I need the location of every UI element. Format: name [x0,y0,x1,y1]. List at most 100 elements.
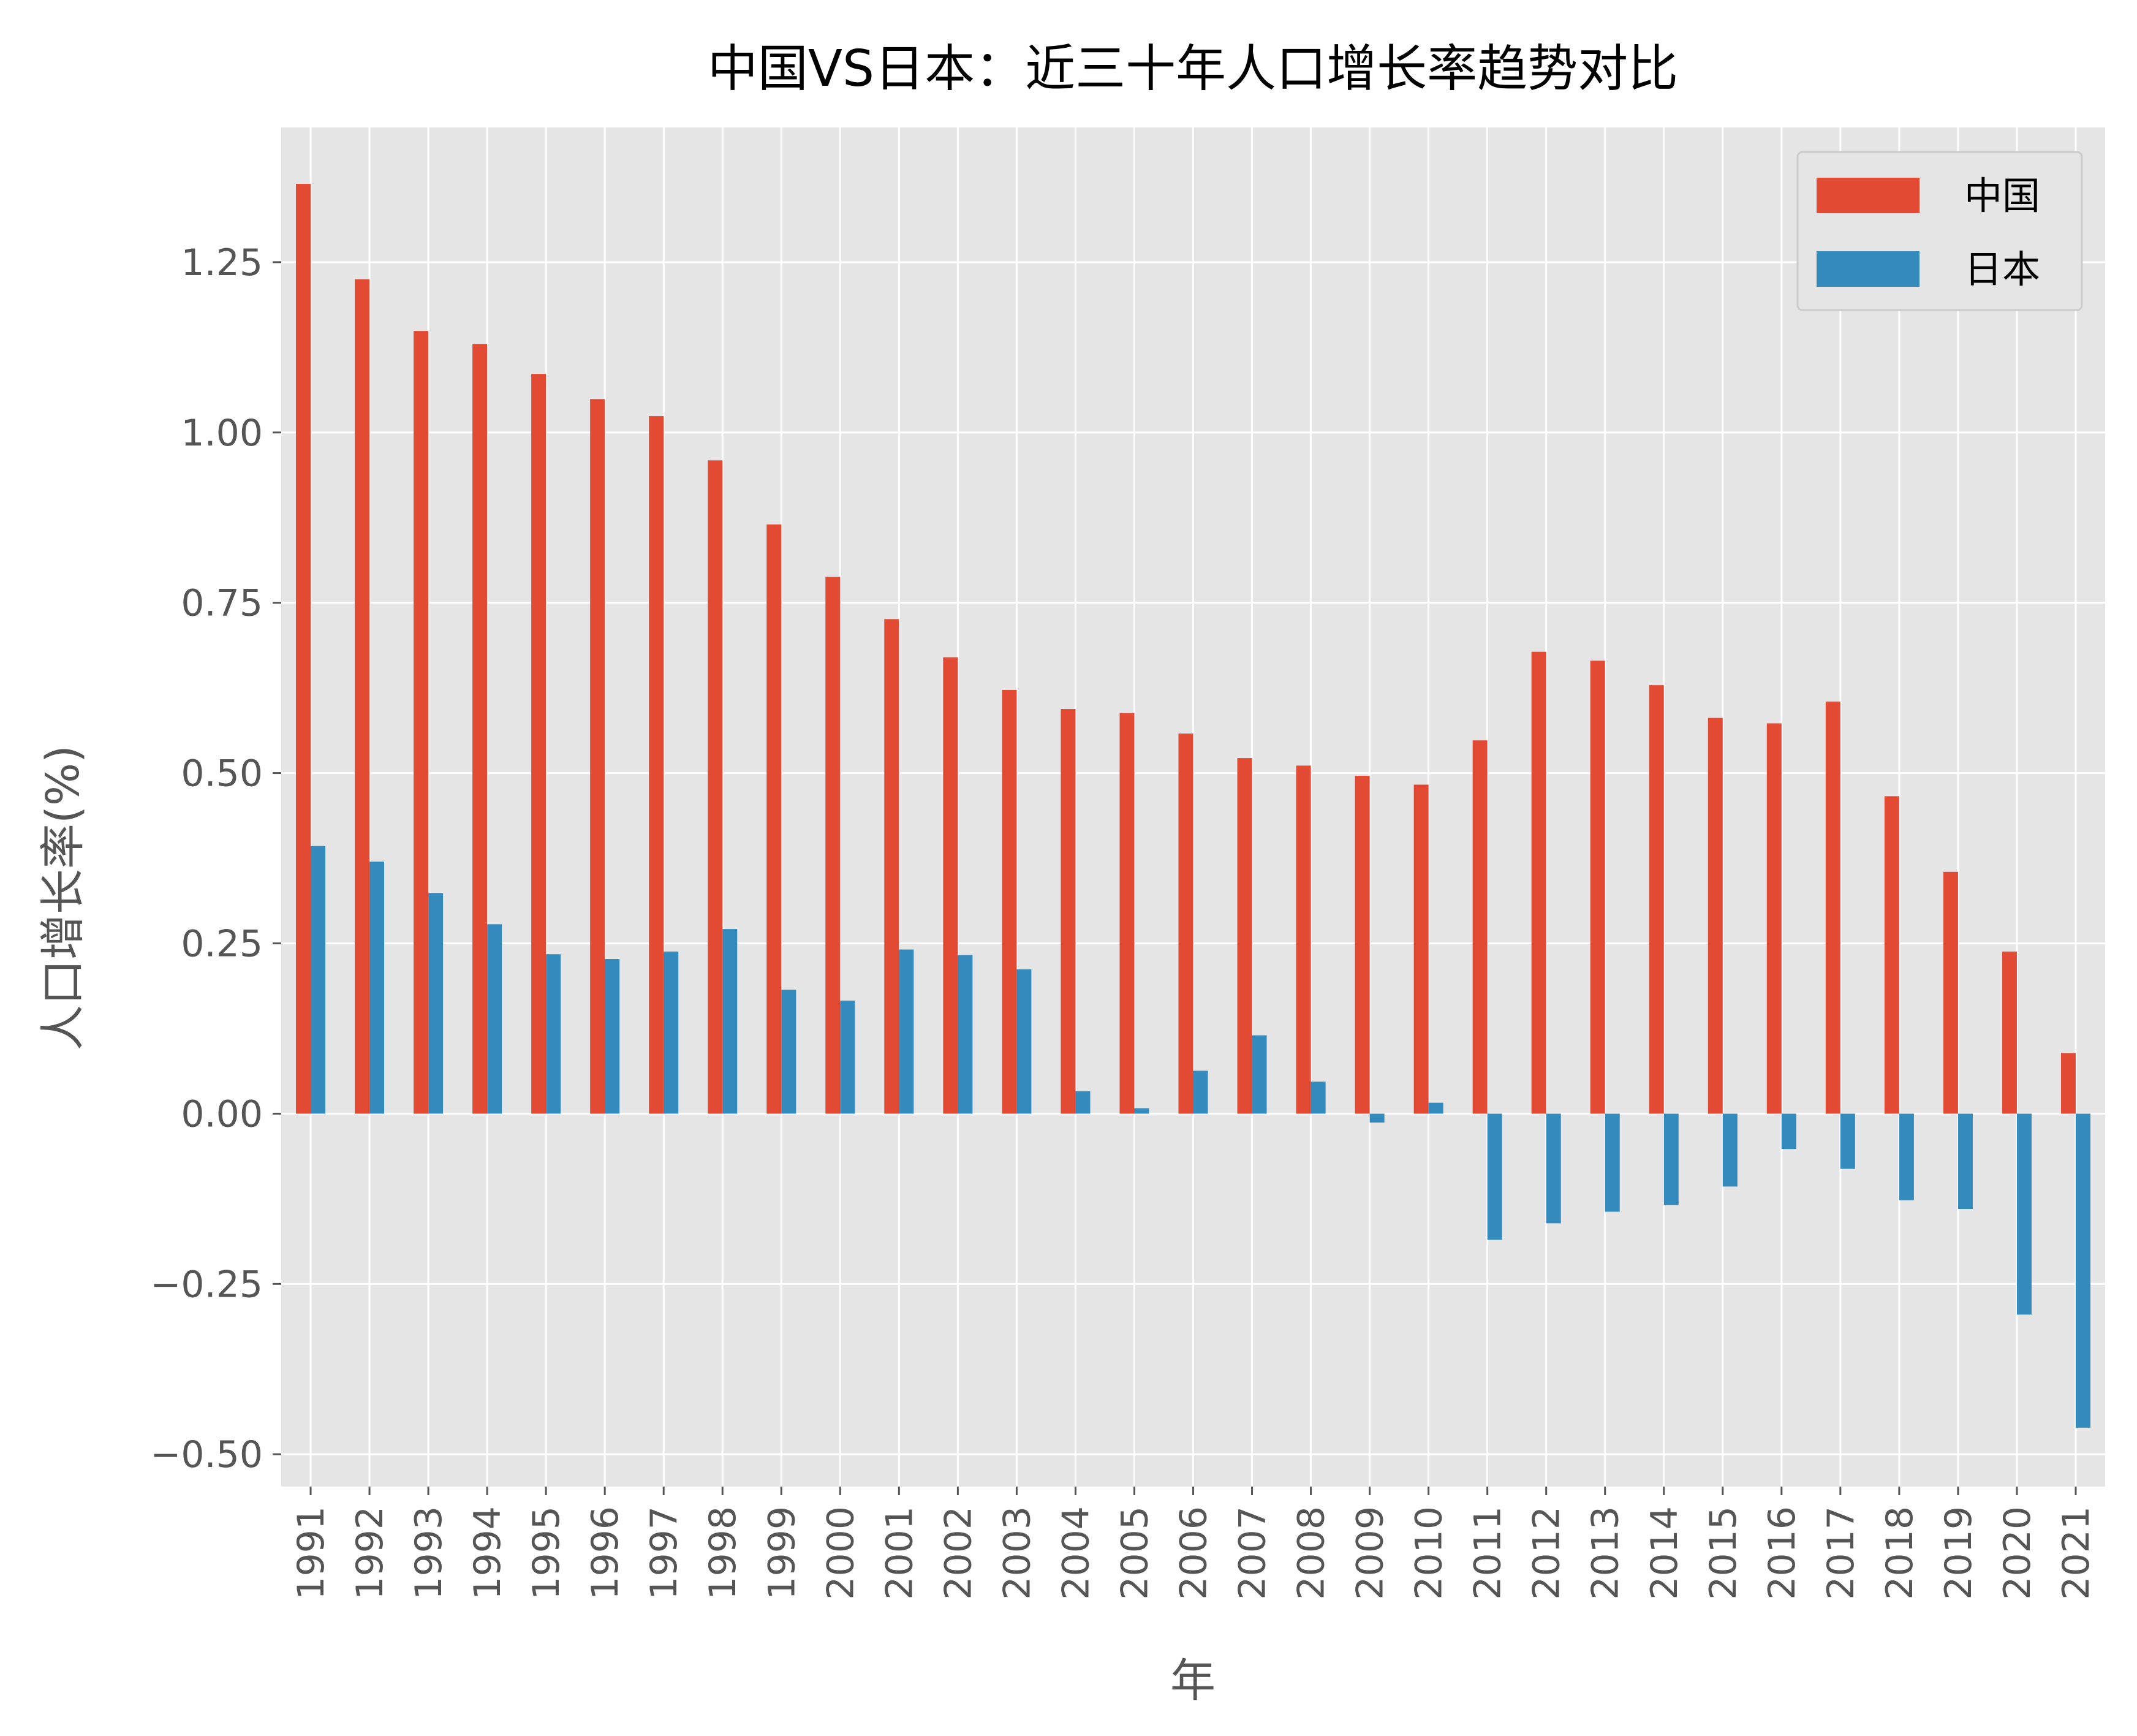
x-tick-label: 2005 [1113,1506,1156,1600]
x-tick-label: 2001 [878,1506,921,1600]
bar-japan-2012 [1546,1113,1561,1224]
bar-china-2002 [943,657,958,1114]
bar-china-2016 [1766,723,1782,1114]
bar-china-2009 [1355,776,1370,1114]
bar-china-2001 [884,619,899,1114]
bar-japan-2013 [1605,1113,1620,1212]
bar-china-2021 [2060,1053,2076,1114]
x-tick-label: 1995 [525,1506,568,1600]
bar-china-2018 [1884,796,1899,1114]
bar-china-2005 [1119,713,1135,1114]
bar-china-2014 [1649,685,1664,1114]
bar-china-1994 [472,344,488,1114]
bar-japan-2001 [899,949,914,1114]
x-tick-label: 2009 [1349,1506,1392,1600]
y-tick-label: 0.50 [181,752,263,795]
bar-japan-2008 [1311,1082,1326,1114]
y-tick-label: −0.50 [150,1433,263,1476]
bar-china-1996 [590,399,605,1114]
bar-japan-1992 [369,862,385,1114]
legend-label-china: 中国 [1964,173,2040,218]
x-tick-label: 2021 [2055,1506,2098,1600]
x-tick-label: 2003 [996,1506,1038,1600]
bar-japan-2017 [1840,1113,1855,1169]
y-tick-label: 1.25 [181,241,263,284]
bar-japan-2006 [1193,1071,1208,1114]
bar-china-2000 [825,577,841,1114]
x-axis: 1991 1992 1993 1994 1995 1996 1997 1998 1999 2000… [290,1487,2098,1600]
bar-japan-2015 [1722,1113,1738,1187]
bar-china-1998 [708,460,723,1114]
y-tick-label: 0.25 [181,922,263,965]
bar-china-2020 [2002,951,2017,1114]
bar-china-1999 [766,524,782,1114]
bar-japan-1993 [428,893,444,1114]
x-tick-label: 2006 [1173,1506,1216,1600]
bar-japan-1995 [546,954,561,1114]
chart-title: 中国VS日本：近三十年人口增长率趋势对比 [708,40,1678,98]
bar-japan-2004 [1075,1091,1091,1114]
bar-china-1997 [649,416,664,1114]
bar-japan-2016 [1781,1113,1796,1150]
bar-china-2011 [1472,740,1488,1114]
bar-japan-1996 [605,959,620,1114]
x-tick-label: 1991 [290,1506,333,1600]
x-tick-label: 2020 [1996,1506,2039,1600]
bar-china-2015 [1708,718,1723,1114]
bar-japan-1998 [722,929,738,1114]
bar-china-2013 [1590,661,1605,1114]
x-tick-label: 1996 [584,1506,627,1600]
x-tick-label: 2004 [1054,1506,1097,1600]
bar-japan-2018 [1899,1113,1914,1200]
bar-japan-2003 [1016,969,1032,1114]
bar-japan-2005 [1134,1108,1149,1114]
x-tick-label: 2014 [1643,1506,1686,1600]
bar-china-2007 [1237,758,1252,1114]
x-tick-label: 1997 [643,1506,686,1600]
bar-japan-2000 [840,1000,855,1114]
y-tick-label: −0.25 [150,1263,263,1306]
y-tick-label: 0.75 [181,582,263,625]
y-tick-label: 1.00 [181,412,263,455]
bar-china-2012 [1531,651,1546,1114]
y-axis-label: 人口增长率(%) [37,745,89,1050]
bar-japan-1994 [487,924,502,1114]
bar-china-1992 [355,279,370,1114]
bar-japan-2020 [2016,1113,2032,1315]
x-tick-label: 2019 [1937,1506,1980,1600]
y-axis: −0.50 −0.25 0.00 0.25 0.50 0.75 1.00 1.25 [150,241,281,1476]
bar-japan-1997 [664,951,679,1114]
x-tick-label: 2000 [819,1506,862,1600]
bar-japan-2007 [1252,1035,1267,1114]
bar-japan-2009 [1369,1113,1385,1123]
bar-china-2003 [1002,689,1017,1114]
bar-japan-2014 [1663,1113,1679,1205]
x-tick-label: 2012 [1526,1506,1568,1600]
bar-japan-2019 [1957,1113,1973,1210]
x-tick-label: 2007 [1231,1506,1274,1600]
x-tick-label: 2002 [937,1506,980,1600]
bar-china-1991 [296,184,311,1114]
bar-japan-2021 [2075,1113,2090,1428]
bar-japan-2010 [1428,1102,1443,1114]
x-tick-label: 2011 [1467,1506,1510,1600]
bar-japan-1991 [311,846,326,1114]
bar-china-2019 [1943,871,1958,1114]
bar-china-1995 [531,374,547,1114]
bar-china-1993 [414,331,429,1114]
bar-japan-2002 [958,955,973,1114]
bar-china-2006 [1178,733,1193,1114]
bar-china-2008 [1296,765,1311,1114]
x-tick-label: 1992 [349,1506,391,1600]
legend-swatch-china [1817,178,1920,213]
x-tick-label: 2017 [1820,1506,1863,1600]
bar-china-2004 [1061,709,1076,1114]
y-tick-label: 0.00 [181,1093,263,1135]
bars [296,184,2090,1428]
x-tick-label: 2013 [1584,1506,1627,1600]
x-tick-label: 1998 [702,1506,744,1600]
x-tick-label: 1999 [760,1506,803,1600]
legend-swatch-japan [1817,251,1920,287]
x-tick-label: 2018 [1878,1506,1921,1600]
